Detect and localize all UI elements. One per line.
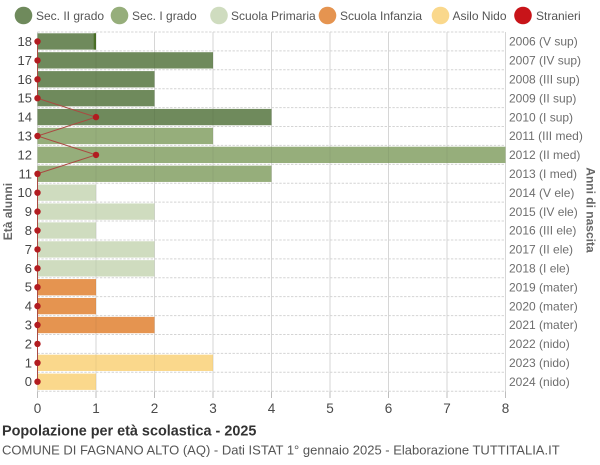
svg-text:0: 0 [25, 374, 32, 389]
svg-text:1: 1 [25, 355, 32, 370]
svg-text:2014 (V ele): 2014 (V ele) [509, 186, 574, 200]
svg-text:2009 (II sup): 2009 (II sup) [509, 91, 576, 105]
svg-text:9: 9 [25, 204, 32, 219]
svg-text:Scuola Infanzia: Scuola Infanzia [340, 9, 422, 23]
svg-text:6: 6 [385, 401, 393, 416]
svg-text:7: 7 [443, 401, 451, 416]
svg-text:2: 2 [151, 401, 159, 416]
svg-text:14: 14 [18, 110, 32, 125]
svg-text:2008 (III sup): 2008 (III sup) [509, 72, 580, 86]
svg-text:3: 3 [25, 318, 32, 333]
svg-text:2021 (mater): 2021 (mater) [509, 318, 578, 332]
svg-text:2010 (I sup): 2010 (I sup) [509, 110, 573, 124]
svg-text:2: 2 [25, 336, 32, 351]
svg-text:Sec. I grado: Sec. I grado [132, 9, 197, 23]
svg-text:2018 (I ele): 2018 (I ele) [509, 262, 570, 276]
svg-text:2023 (nido): 2023 (nido) [509, 356, 570, 370]
svg-text:0: 0 [34, 401, 42, 416]
svg-text:2011 (III med): 2011 (III med) [509, 129, 583, 143]
svg-text:2012 (II med): 2012 (II med) [509, 148, 580, 162]
svg-text:2020 (mater): 2020 (mater) [509, 299, 578, 313]
svg-text:6: 6 [25, 261, 32, 276]
svg-text:7: 7 [25, 242, 32, 257]
svg-text:17: 17 [18, 53, 32, 68]
svg-text:5: 5 [25, 280, 32, 295]
svg-text:12: 12 [18, 147, 32, 162]
svg-text:8: 8 [25, 223, 32, 238]
svg-text:16: 16 [18, 72, 32, 87]
svg-text:2022 (nido): 2022 (nido) [509, 337, 570, 351]
svg-text:3: 3 [209, 401, 217, 416]
svg-text:4: 4 [25, 299, 32, 314]
svg-text:2016 (III ele): 2016 (III ele) [509, 224, 576, 238]
svg-text:2015 (IV ele): 2015 (IV ele) [509, 205, 578, 219]
svg-text:18: 18 [18, 34, 32, 49]
svg-text:13: 13 [18, 128, 32, 143]
svg-text:2017 (II ele): 2017 (II ele) [509, 243, 573, 257]
svg-text:8: 8 [502, 401, 510, 416]
svg-text:2007 (IV sup): 2007 (IV sup) [509, 54, 581, 68]
svg-text:11: 11 [19, 166, 33, 181]
svg-text:Anni di nascita: Anni di nascita [584, 167, 598, 253]
svg-text:1: 1 [92, 401, 100, 416]
svg-text:4: 4 [268, 401, 276, 416]
svg-text:2006 (V sup): 2006 (V sup) [509, 35, 578, 49]
svg-text:2013 (I med): 2013 (I med) [509, 167, 577, 181]
svg-text:2019 (mater): 2019 (mater) [509, 280, 578, 294]
svg-text:10: 10 [18, 185, 32, 200]
svg-text:Asilo Nido: Asilo Nido [453, 9, 507, 23]
svg-text:15: 15 [18, 91, 32, 106]
svg-text:COMUNE DI FAGNANO ALTO (AQ) -: COMUNE DI FAGNANO ALTO (AQ) - Dati ISTAT… [2, 443, 560, 458]
svg-text:5: 5 [326, 401, 334, 416]
svg-text:Popolazione per età scolastica: Popolazione per età scolastica - 2025 [2, 424, 256, 440]
svg-text:Stranieri: Stranieri [536, 9, 581, 23]
svg-text:Scuola Primaria: Scuola Primaria [231, 9, 316, 23]
svg-text:Sec. II grado: Sec. II grado [36, 9, 104, 23]
svg-text:Età alunni: Età alunni [1, 183, 15, 240]
svg-text:2024 (nido): 2024 (nido) [509, 375, 570, 389]
